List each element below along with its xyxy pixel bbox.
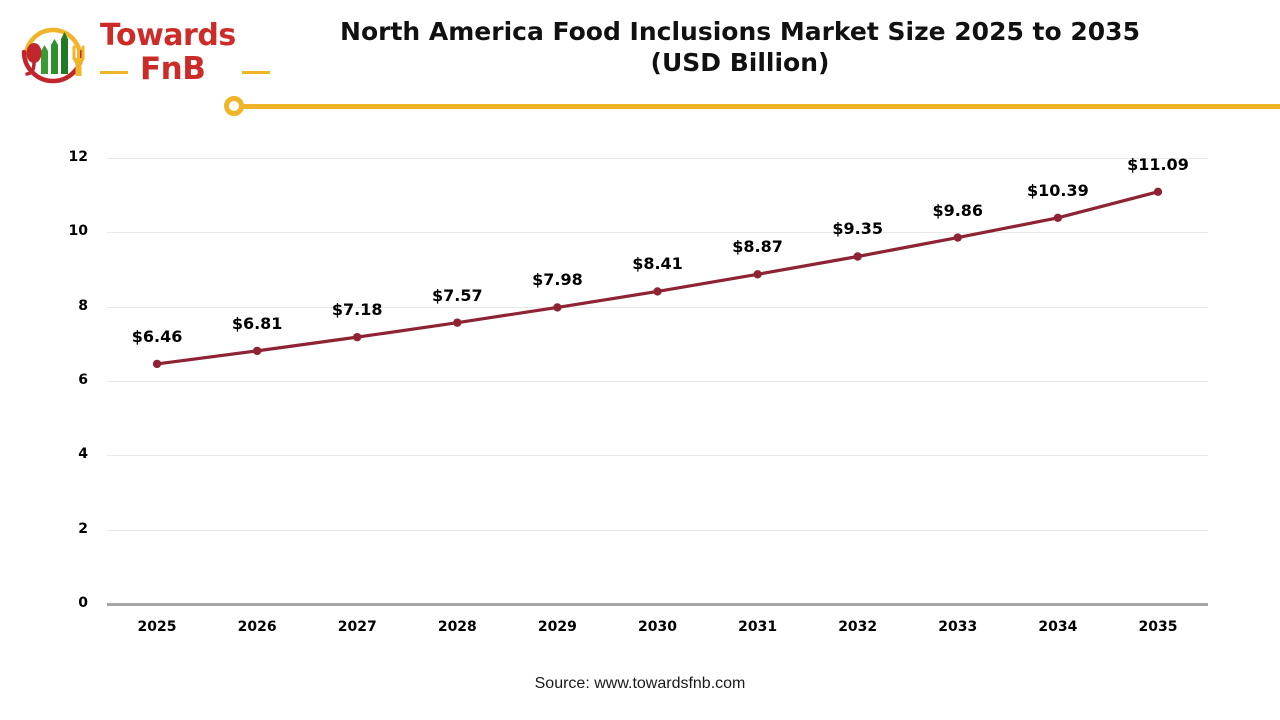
y-axis-tick-label: 4 <box>78 446 88 463</box>
brand-dash-right-icon <box>242 71 270 74</box>
y-axis-tick-label: 12 <box>68 149 88 165</box>
data-point-label: $7.98 <box>532 270 583 290</box>
brand-logo: Towards FnB <box>14 12 314 92</box>
x-axis-tick-label: 2035 <box>1138 619 1178 635</box>
x-axis-tick-label: 2029 <box>537 619 577 635</box>
data-point-label: $6.46 <box>131 326 183 346</box>
title-line-1: North America Food Inclusions Market Siz… <box>340 17 1140 46</box>
data-point-label: $8.41 <box>632 254 683 274</box>
gridline <box>107 381 1208 382</box>
data-point-label: $9.35 <box>832 219 883 239</box>
data-point-label: $8.87 <box>732 237 783 257</box>
x-axis-tick-label: 2030 <box>638 619 677 635</box>
gridline <box>107 232 1208 234</box>
brand-dash-left-icon <box>100 71 128 74</box>
x-axis-tick-label: 2032 <box>838 619 878 635</box>
x-axis-tick-label: 2027 <box>337 619 377 635</box>
towards-fnb-logo-icon <box>14 18 92 90</box>
y-axis-tick-label: 10 <box>68 223 88 240</box>
x-axis-tick-label: 2031 <box>738 619 778 635</box>
title-line-2: (USD Billion) <box>650 48 830 77</box>
x-axis-tick-label: 2034 <box>1038 619 1078 635</box>
x-axis-line <box>107 603 1208 606</box>
data-point-label: $7.57 <box>432 285 483 305</box>
data-point-label: $7.18 <box>331 300 383 320</box>
x-axis-tick-label: 2025 <box>137 619 177 635</box>
page-title: North America Food Inclusions Market Siz… <box>250 16 1230 78</box>
header-divider-knob-icon <box>224 96 244 116</box>
brand-name-fnb: FnB <box>140 51 206 87</box>
data-point-label: $6.81 <box>231 313 283 333</box>
y-axis-tick-label: 8 <box>78 297 88 314</box>
gridline <box>107 306 1208 308</box>
x-axis-tick-label: 2026 <box>237 619 277 635</box>
brand-name-towards: Towards <box>100 18 236 53</box>
data-point-label: $9.86 <box>932 200 984 220</box>
y-axis-tick-label: 2 <box>78 520 88 537</box>
brand-wordmark: Towards FnB <box>94 18 309 90</box>
data-point-label: $11.09 <box>1127 154 1189 174</box>
x-axis-tick-label: 2033 <box>938 619 978 635</box>
data-point-label: $10.39 <box>1026 180 1089 200</box>
gridline <box>107 455 1208 457</box>
gridline <box>107 158 1208 159</box>
source-caption: Source: www.towardsfnb.com <box>534 675 746 692</box>
chart-plot-area <box>107 158 1208 606</box>
gridline <box>107 529 1208 531</box>
x-axis-tick-label: 2028 <box>437 619 477 635</box>
y-axis-tick-label: 0 <box>78 595 88 611</box>
header-divider <box>243 104 1280 109</box>
y-axis-tick-label: 6 <box>78 372 88 388</box>
